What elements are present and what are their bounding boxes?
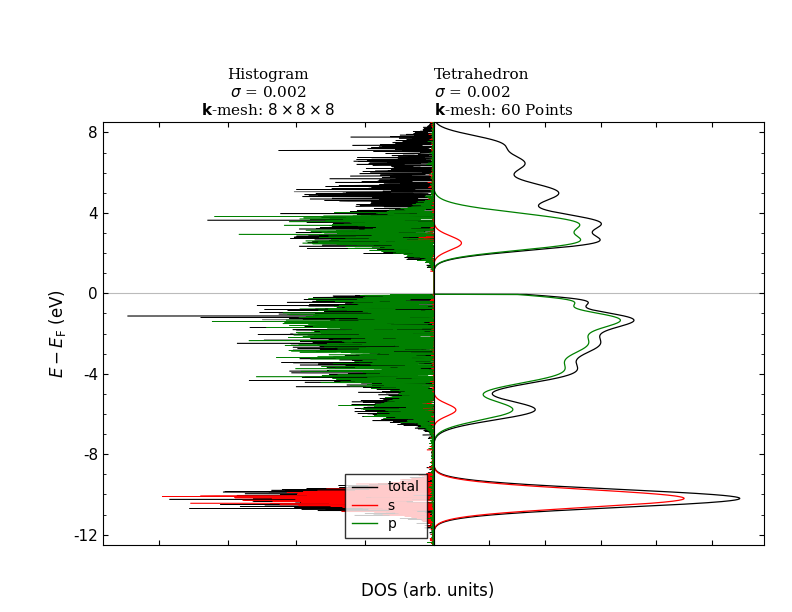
Title: Histogram
$\sigma$ = 0.002
$\mathbf{k}$-mesh: $8 \times 8 \times 8$: Histogram $\sigma$ = 0.002 $\mathbf{k}$-… — [201, 69, 335, 119]
Text: Tetrahedron
$\sigma$ = 0.002
$\mathbf{k}$-mesh: 60 Points: Tetrahedron $\sigma$ = 0.002 $\mathbf{k}… — [434, 69, 573, 119]
Text: DOS (arb. units): DOS (arb. units) — [361, 581, 494, 600]
Legend: total, s, p: total, s, p — [345, 474, 427, 538]
Y-axis label: $E - E_{\mathrm{F}}$ (eV): $E - E_{\mathrm{F}}$ (eV) — [47, 289, 68, 378]
